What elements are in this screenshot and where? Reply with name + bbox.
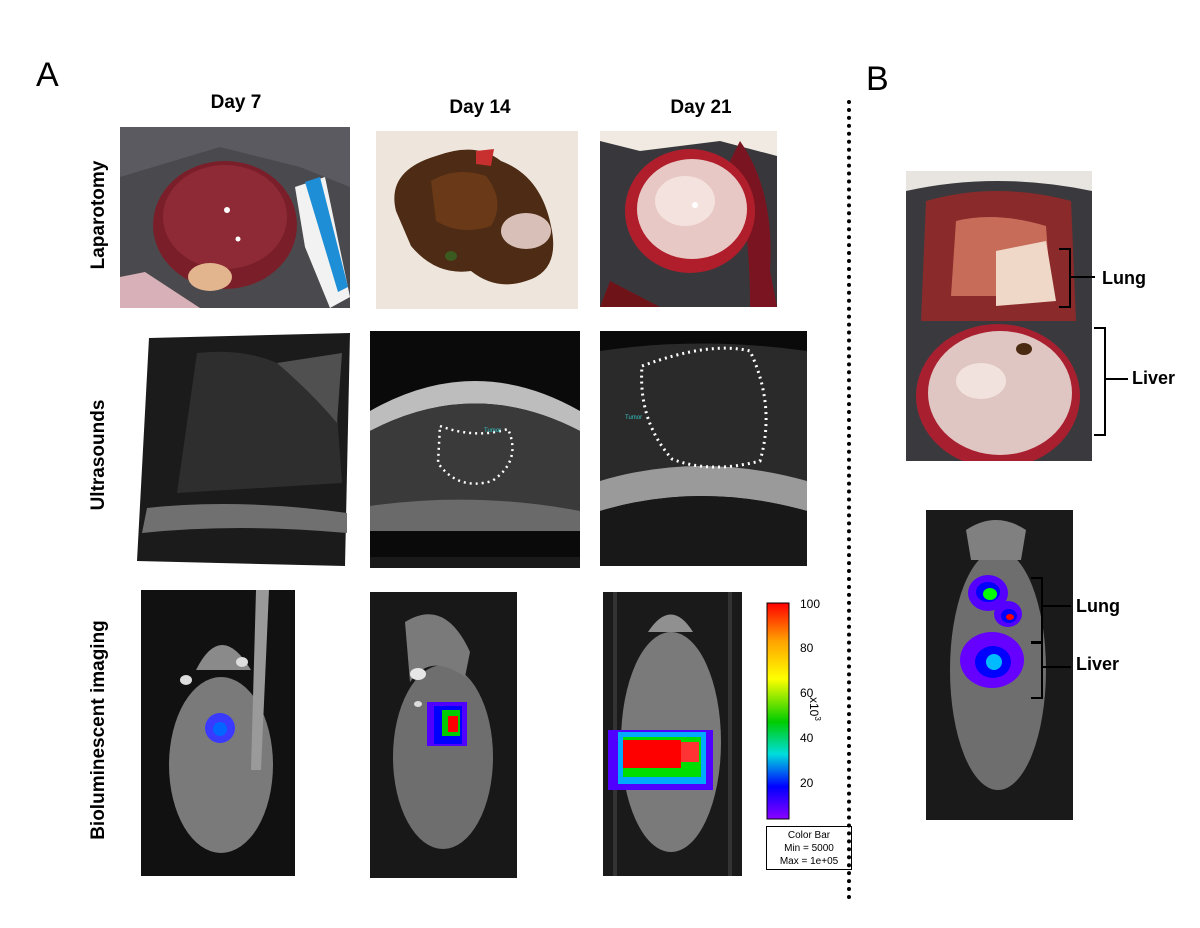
necropsy-bioluminescence-image [926, 510, 1073, 820]
ultrasound-day21-tumor-label: Tumor [625, 415, 643, 421]
bioluminescence-day14-image [370, 592, 517, 878]
colorbar-legend-title: Color Bar [787, 830, 831, 841]
panel-letter-b: B [866, 60, 889, 98]
column-header-day21: Day 21 [670, 97, 732, 118]
laparotomy-day7-photo [120, 127, 350, 308]
column-header-day7: Day 7 [210, 92, 262, 113]
liver-label-bottom: Liver [1076, 654, 1120, 674]
colorbar-tick-80: 80 [800, 641, 814, 655]
ultrasound-day14-tumor-label: Tumor [484, 428, 502, 434]
laparotomy-day14-photo [376, 131, 578, 309]
colorbar-tick-20: 20 [800, 776, 814, 790]
liver-label-top: Liver [1132, 368, 1176, 388]
colorbar-tick-40: 40 [800, 731, 814, 745]
lung-label-bottom: Lung [1076, 596, 1120, 616]
colorbar-unit: x103 [807, 697, 822, 721]
row-label-laparotomy: Laparotomy [88, 160, 109, 270]
lung-bracket-bottom-tick [1041, 605, 1071, 607]
bioluminescence-day21-image [603, 592, 742, 876]
colorbar-legend: Color Bar Min = 5000 Max = 1e+05 [766, 826, 852, 870]
liver-bracket-top [1094, 327, 1106, 436]
panel-letter-a: A [36, 56, 59, 94]
lung-bracket-bottom [1031, 577, 1043, 643]
ultrasound-day14-image [370, 331, 580, 568]
colorbar-legend-max: Max = 1e+05 [779, 856, 839, 867]
column-header-day14: Day 14 [449, 97, 511, 118]
liver-bracket-bottom [1031, 642, 1043, 699]
colorbar-tick-60: 60 [800, 686, 814, 700]
colorbar-tick-100: 100 [800, 597, 821, 611]
colorbar-unit-base: x10 [807, 697, 821, 717]
necropsy-photo [906, 171, 1092, 461]
lung-bracket-top-tick [1069, 276, 1095, 278]
liver-bracket-top-tick [1104, 378, 1128, 380]
ultrasound-day21-image [600, 331, 807, 566]
row-label-ultrasounds: Ultrasounds [88, 399, 109, 511]
lung-bracket-top [1059, 248, 1071, 308]
colorbar-legend-min: Min = 5000 [784, 843, 834, 854]
ultrasound-day7-image [137, 333, 350, 566]
liver-bracket-bottom-tick [1041, 666, 1071, 668]
colorbar-unit-exponent: 3 [813, 716, 822, 721]
lung-label-top: Lung [1102, 268, 1146, 288]
laparotomy-day21-photo [600, 131, 777, 307]
row-label-bioluminescent: Bioluminescent imaging [88, 620, 109, 840]
bioluminescence-day7-image [141, 590, 295, 876]
color-bar [766, 602, 790, 820]
panel-divider [847, 100, 851, 900]
